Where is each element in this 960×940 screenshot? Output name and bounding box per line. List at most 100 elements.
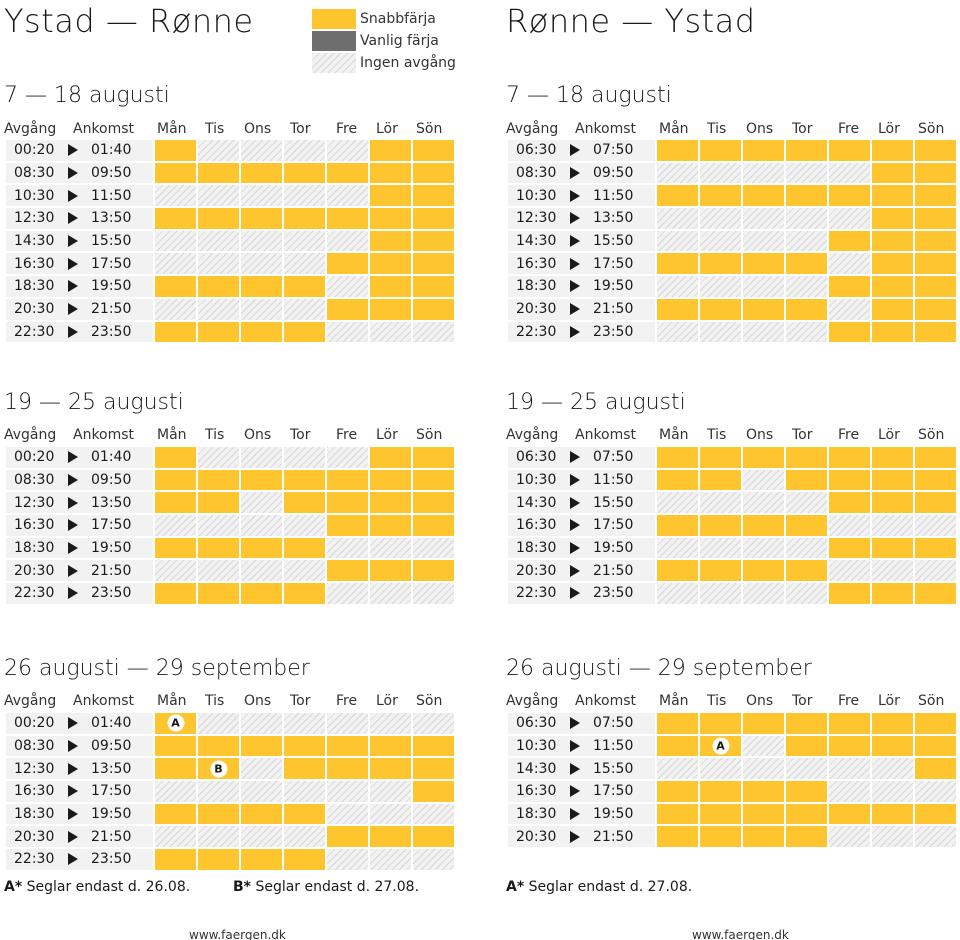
play-arrow-icon	[68, 717, 78, 730]
play-arrow-icon	[68, 808, 78, 821]
footnote-text: Seglar endast d. 27.08.	[251, 879, 420, 895]
arrival-time: 23:50	[593, 323, 634, 340]
col-head-day: Mån	[157, 427, 187, 443]
arrival-time: 21:50	[91, 562, 132, 579]
departure-time: 18:30	[516, 540, 557, 557]
play-arrow-icon	[570, 587, 580, 600]
time-cell: 14:30 15:50	[508, 492, 655, 514]
day-cell-none	[657, 276, 698, 297]
day-cell-fast	[786, 826, 827, 848]
day-cell-none	[700, 321, 741, 343]
day-cell-fast	[657, 298, 698, 320]
day-cell-fast	[413, 253, 454, 275]
day-cell-fast	[413, 560, 454, 582]
play-arrow-icon	[68, 235, 78, 248]
day-cell-none	[413, 321, 454, 343]
col-head-day: Tor	[792, 121, 813, 137]
col-head-departure: Avgång	[4, 121, 57, 137]
departure-time: 20:30	[14, 562, 55, 579]
time-cell: 14:30 15:50	[508, 758, 655, 780]
timetable-row: 14:30 15:50	[508, 230, 956, 252]
departure-time: 10:30	[516, 187, 557, 204]
arrival-time: 07:50	[593, 449, 634, 466]
play-arrow-icon	[68, 496, 78, 509]
footer-url-link[interactable]: www.faergen.dk	[692, 928, 789, 940]
col-head-day: Fre	[838, 693, 860, 709]
footer-url-link[interactable]: www.faergen.dk	[189, 928, 286, 940]
day-cell-none	[241, 515, 282, 536]
col-head-day: Mån	[157, 121, 187, 137]
day-cell-fast	[829, 469, 870, 491]
timetable-row: 06:30 07:50	[508, 713, 956, 734]
departure-time: 00:20	[14, 449, 55, 466]
day-cell-fast	[915, 537, 956, 559]
day-cell-none	[284, 140, 325, 161]
play-arrow-icon	[570, 280, 580, 293]
day-cell-fast	[155, 276, 196, 297]
col-head-day: Lör	[878, 427, 900, 443]
time-cell: 00:20 01:40	[6, 447, 153, 468]
time-cell: 20:30 21:50	[6, 826, 153, 848]
day-cell-none	[327, 803, 368, 825]
departure-time: 20:30	[516, 301, 557, 318]
day-cell-fast	[915, 185, 956, 207]
timetable-row: 00:20 01:40	[6, 140, 454, 161]
timetable-row: 08:30 09:50	[508, 162, 956, 184]
day-cell-fast	[155, 583, 196, 604]
departure-time: 18:30	[516, 278, 557, 295]
time-cell: 10:30 11:50	[508, 469, 655, 491]
day-cell-none	[284, 826, 325, 848]
timetable-grid: 06:30 07:50 08:30 09:50 10:30 11:50 12:30 13:50…	[508, 140, 956, 343]
day-cell-fast	[284, 583, 325, 604]
timetable-grid: 00:20 01:40 08:30 09:50 10:30 11:50 12:30 13:50…	[6, 140, 454, 343]
col-head-day: Tor	[290, 693, 311, 709]
time-cell: 12:30 13:50	[508, 208, 655, 229]
departure-time: 16:30	[516, 255, 557, 272]
day-cell-none	[198, 140, 239, 161]
period-title: 7 — 18 augusti	[4, 83, 170, 108]
day-cell-fast	[700, 560, 741, 582]
day-cell-none	[786, 230, 827, 252]
time-cell: 20:30 21:50	[6, 298, 153, 320]
day-cell-none	[241, 826, 282, 848]
legend-swatch-fast	[312, 9, 356, 29]
route-title-ystad-ronne: Ystad — Rønne	[4, 2, 254, 40]
day-cell-none	[657, 208, 698, 229]
departure-time: 18:30	[516, 806, 557, 823]
day-cell-fast	[915, 735, 956, 757]
departure-time: 22:30	[516, 585, 557, 602]
day-cell-fast	[872, 492, 913, 514]
day-cell-fast	[915, 713, 956, 734]
day-cell-fast	[155, 758, 196, 780]
day-cell-fast	[155, 803, 196, 825]
timetable-grid: 06:30 07:50 10:30 11:50 A 14:30 15:50 16:30 17:5…	[508, 713, 956, 848]
day-cell-none	[786, 583, 827, 604]
day-cell-fast	[700, 447, 741, 468]
day-cell-fast	[915, 208, 956, 229]
play-arrow-icon	[68, 303, 78, 316]
day-cell-none	[413, 583, 454, 604]
timetable-row: 18:30 19:50	[6, 276, 454, 297]
day-cell-none	[657, 583, 698, 604]
departure-time: 14:30	[516, 760, 557, 777]
arrival-time: 11:50	[593, 738, 634, 755]
arrival-time: 01:40	[91, 449, 132, 466]
day-cell-fast	[829, 321, 870, 343]
timetable-row: 00:20 01:40	[6, 447, 454, 468]
col-head-day: Tis	[707, 693, 727, 709]
time-cell: 16:30 17:50	[6, 781, 153, 802]
departure-time: 08:30	[516, 165, 557, 182]
play-arrow-icon	[570, 235, 580, 248]
arrival-time: 09:50	[593, 165, 634, 182]
day-cell-none	[743, 162, 784, 184]
day-cell-none	[657, 537, 698, 559]
departure-time: 12:30	[14, 210, 55, 227]
time-cell: 18:30 19:50	[6, 276, 153, 297]
day-cell-fast	[700, 781, 741, 802]
play-arrow-icon	[68, 853, 78, 866]
day-cell-none	[198, 713, 239, 734]
day-cell-fast	[241, 276, 282, 297]
day-cell-fast	[786, 447, 827, 468]
time-cell: 00:20 01:40	[6, 140, 153, 161]
col-head-day: Fre	[336, 693, 358, 709]
